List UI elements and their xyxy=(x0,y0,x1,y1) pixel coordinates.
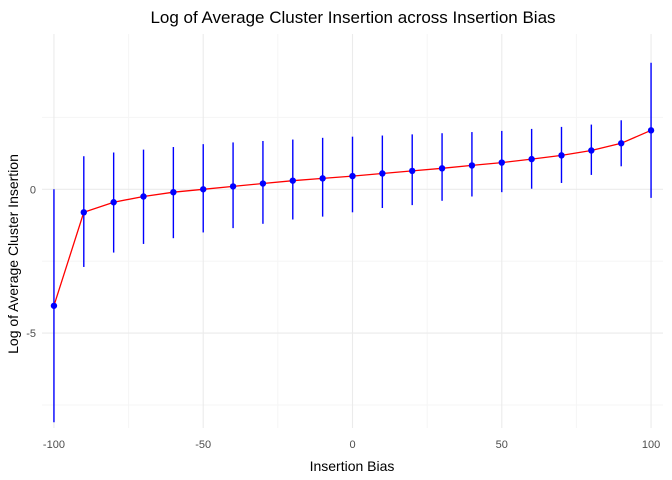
data-point xyxy=(349,172,356,180)
data-point xyxy=(528,155,535,163)
data-point xyxy=(50,302,58,309)
chart-title: Log of Average Cluster Insertion across … xyxy=(150,8,555,27)
data-point xyxy=(200,186,207,193)
data-point xyxy=(80,209,87,216)
data-point xyxy=(319,175,326,182)
y-tick-label: -5 xyxy=(26,328,36,340)
data-point xyxy=(259,180,267,187)
data-point xyxy=(468,162,476,169)
data-point xyxy=(140,193,147,200)
data-point xyxy=(647,127,655,134)
data-point xyxy=(229,183,237,190)
data-point xyxy=(618,140,625,147)
data-point xyxy=(558,152,565,159)
x-tick-label: 100 xyxy=(642,439,660,451)
x-tick-label: -50 xyxy=(195,439,211,451)
data-point xyxy=(170,188,177,196)
x-tick-label: 0 xyxy=(349,439,355,451)
y-tick-label: 0 xyxy=(30,184,36,196)
x-tick-labels: -100 -50 0 50 100 xyxy=(43,439,660,451)
grid xyxy=(42,34,663,428)
data-point xyxy=(409,167,416,175)
x-tick-label: -100 xyxy=(43,439,65,451)
data-points xyxy=(50,127,655,309)
y-axis-title: Log of Average Cluster Insertion xyxy=(5,154,21,354)
data-point xyxy=(438,165,446,172)
data-point xyxy=(110,199,117,206)
y-tick-labels: -5 0 xyxy=(26,184,36,340)
x-tick-label: 50 xyxy=(496,439,508,451)
data-point xyxy=(498,159,505,166)
x-axis-title: Insertion Bias xyxy=(310,458,395,474)
data-point xyxy=(379,170,386,177)
data-point xyxy=(588,147,595,154)
data-point xyxy=(289,177,296,184)
